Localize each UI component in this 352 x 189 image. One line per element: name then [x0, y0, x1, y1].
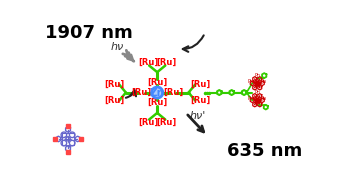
Text: [Ru]: [Ru] — [156, 58, 176, 67]
Text: hν': hν' — [190, 111, 206, 121]
Text: Ph: Ph — [248, 79, 254, 84]
Text: Zn: Zn — [64, 136, 72, 141]
Text: Zn: Zn — [150, 88, 165, 98]
Text: [Ru]: [Ru] — [131, 88, 152, 97]
Text: Ph: Ph — [248, 96, 254, 101]
Text: [Ru]: [Ru] — [147, 98, 167, 107]
Text: [Ru]: [Ru] — [105, 96, 125, 105]
Text: [Ru]: [Ru] — [138, 58, 158, 67]
Text: [Ru]: [Ru] — [163, 88, 183, 97]
Text: [Ru]: [Ru] — [147, 78, 167, 87]
Text: 1907 nm: 1907 nm — [45, 24, 133, 42]
Text: Ph: Ph — [261, 79, 267, 84]
Text: [Ru]: [Ru] — [190, 96, 210, 105]
Text: hν: hν — [111, 42, 124, 52]
Text: 635 nm: 635 nm — [227, 142, 302, 160]
Text: [Ru]: [Ru] — [105, 80, 125, 89]
Text: Ph: Ph — [254, 73, 260, 78]
Text: [Ru]: [Ru] — [190, 80, 210, 89]
Text: Ph: Ph — [254, 90, 260, 95]
Circle shape — [152, 87, 163, 98]
Text: [Ru]: [Ru] — [156, 118, 176, 127]
Text: [Ru]: [Ru] — [138, 118, 158, 127]
Text: Ph: Ph — [261, 96, 267, 101]
